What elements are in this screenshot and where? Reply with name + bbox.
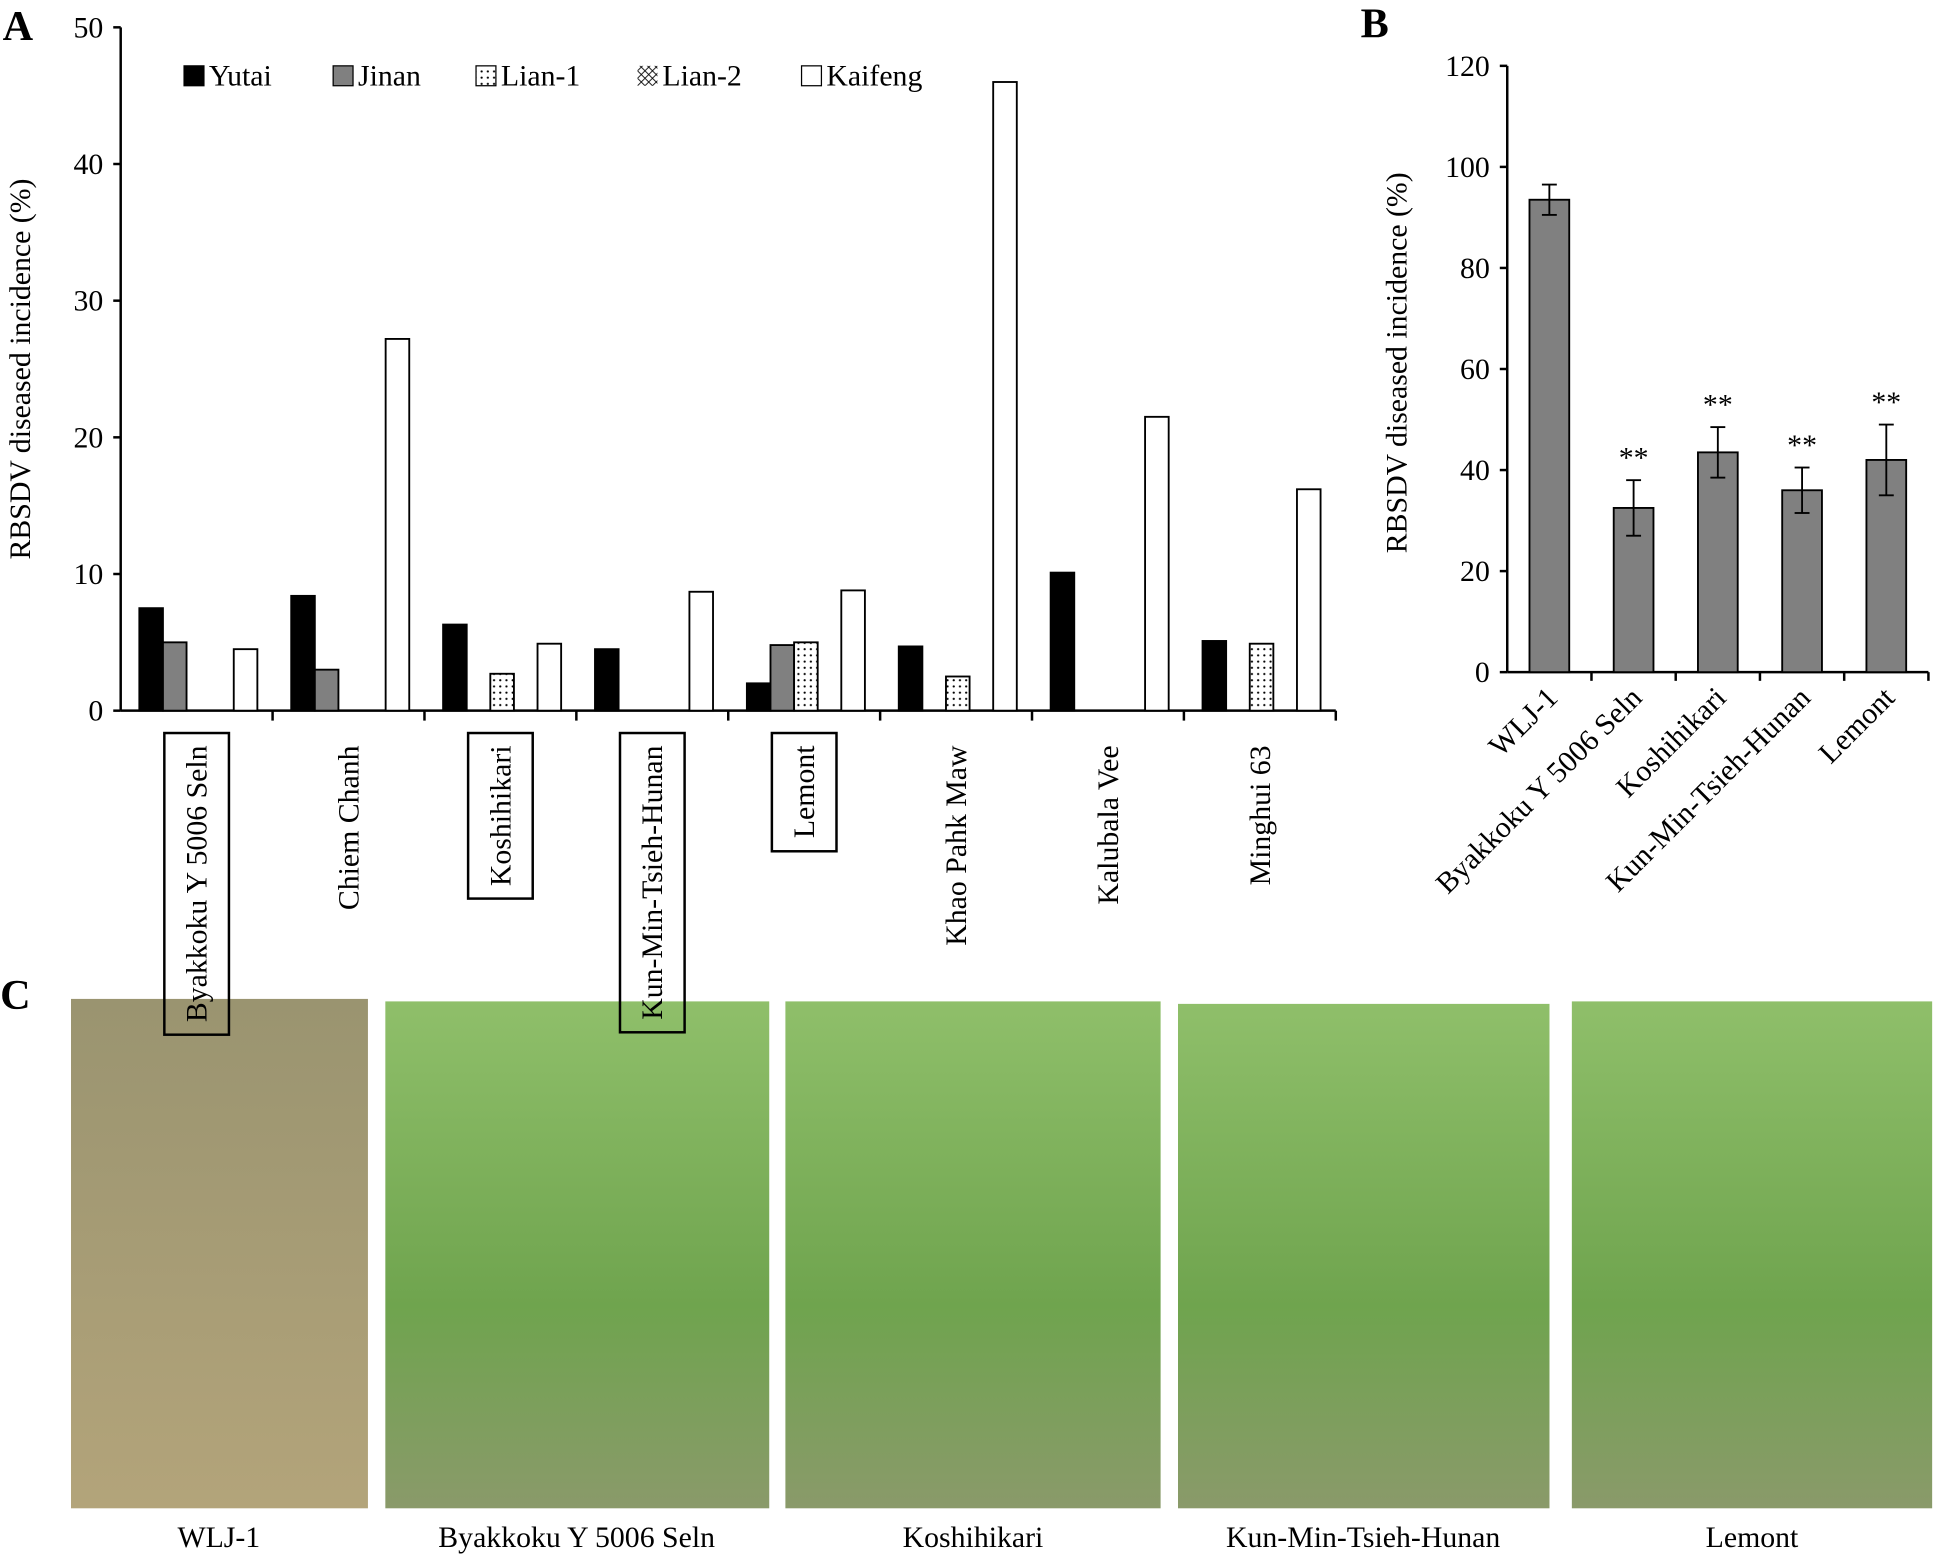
panel-label: A bbox=[3, 3, 34, 50]
bar bbox=[793, 641, 819, 712]
bar bbox=[536, 642, 563, 712]
photo bbox=[1178, 1003, 1550, 1509]
legend-swatch bbox=[475, 65, 497, 87]
legend-swatch bbox=[800, 65, 823, 87]
photo-caption: WLJ-1 bbox=[177, 1521, 260, 1554]
x-tick-label: Byakkoku Y 5006 Seln bbox=[181, 745, 214, 1022]
bar bbox=[313, 668, 340, 712]
bar bbox=[1144, 415, 1170, 712]
legend-swatch bbox=[183, 65, 205, 87]
bar bbox=[1049, 571, 1076, 712]
photo-caption: Byakkoku Y 5006 Seln bbox=[438, 1521, 715, 1554]
y-tick-label: 40 bbox=[74, 148, 104, 181]
label-box bbox=[466, 731, 534, 900]
x-tick-label: Koshihikari bbox=[484, 745, 517, 886]
y-axis-label: RBSDV diseased incidence (%) bbox=[1381, 172, 1414, 553]
significance: ** bbox=[1871, 386, 1901, 419]
significance: ** bbox=[1787, 429, 1817, 462]
x-tick-label: WLJ-1 bbox=[1482, 681, 1564, 763]
x-tick-label: Minghui 63 bbox=[1244, 745, 1277, 885]
y-tick-label: 100 bbox=[1445, 151, 1490, 184]
y-axis-label: RBSDV diseased incidence (%) bbox=[4, 179, 37, 560]
panel-label: B bbox=[1361, 0, 1389, 47]
bar bbox=[594, 648, 620, 712]
y-tick-label: 80 bbox=[1460, 252, 1490, 285]
bar bbox=[688, 590, 714, 712]
x-tick-label: Kalubala Vee bbox=[1092, 745, 1125, 904]
y-tick-label: 40 bbox=[1460, 454, 1490, 487]
bar bbox=[1296, 488, 1322, 712]
x-tick-label: Khao Pahk Maw bbox=[940, 745, 973, 946]
bar bbox=[489, 672, 515, 712]
bar bbox=[745, 682, 772, 712]
bar bbox=[1201, 640, 1228, 712]
bar bbox=[1781, 489, 1823, 674]
y-tick-label: 0 bbox=[88, 695, 103, 728]
significance: ** bbox=[1703, 389, 1733, 422]
bar bbox=[840, 589, 866, 712]
y-tick-label: 10 bbox=[74, 558, 104, 591]
error-bar bbox=[1541, 183, 1557, 216]
legend-swatch bbox=[637, 65, 658, 86]
bar bbox=[138, 607, 164, 712]
photo bbox=[1571, 1001, 1933, 1509]
photo-caption: Koshihikari bbox=[903, 1521, 1044, 1554]
legend-label: Jinan bbox=[358, 60, 421, 93]
legend-swatch bbox=[332, 65, 354, 87]
bar bbox=[1248, 642, 1275, 712]
y-tick-label: 60 bbox=[1460, 353, 1490, 386]
bar bbox=[162, 641, 188, 712]
bar bbox=[442, 623, 468, 712]
x-tick-label: Kun-Min-Tsieh-Hunan bbox=[636, 745, 669, 1019]
bar bbox=[232, 648, 259, 712]
panel-label: C bbox=[0, 972, 31, 1019]
error-bar bbox=[1878, 423, 1894, 497]
y-tick-label: 50 bbox=[74, 11, 104, 44]
y-tick-label: 20 bbox=[74, 421, 104, 454]
label-box bbox=[770, 731, 838, 853]
x-tick-label: Lemont bbox=[1812, 681, 1901, 770]
bar bbox=[1528, 198, 1571, 674]
legend-label: Yutai bbox=[209, 60, 272, 93]
bar bbox=[1697, 451, 1739, 674]
label-box bbox=[163, 731, 231, 1036]
legend-label: Kaifeng bbox=[826, 60, 922, 93]
bar bbox=[992, 81, 1018, 712]
x-tick-label: Chiem Chanh bbox=[332, 745, 365, 910]
label-box bbox=[618, 731, 686, 1034]
photo bbox=[71, 998, 368, 1509]
bar bbox=[945, 675, 971, 712]
y-tick-label: 120 bbox=[1445, 50, 1490, 83]
photo-caption: Lemont bbox=[1706, 1521, 1799, 1554]
error-bar bbox=[1710, 426, 1726, 479]
y-tick-label: 20 bbox=[1460, 555, 1490, 588]
bar bbox=[290, 594, 316, 712]
error-bar bbox=[1626, 479, 1642, 537]
bar bbox=[384, 338, 411, 712]
legend-label: Lian-2 bbox=[662, 60, 741, 93]
bar bbox=[897, 645, 924, 712]
photo-caption: Kun-Min-Tsieh-Hunan bbox=[1226, 1521, 1500, 1554]
legend-label: Lian-1 bbox=[501, 60, 580, 93]
error-bar bbox=[1794, 466, 1810, 514]
significance: ** bbox=[1619, 442, 1649, 475]
photo-panel: C bbox=[0, 972, 1933, 1509]
bar bbox=[769, 644, 796, 712]
photo bbox=[385, 1001, 770, 1509]
x-tick-label: Lemont bbox=[788, 745, 821, 838]
photo bbox=[785, 1001, 1161, 1509]
y-tick-label: 0 bbox=[1475, 656, 1490, 689]
y-tick-label: 30 bbox=[74, 285, 104, 318]
